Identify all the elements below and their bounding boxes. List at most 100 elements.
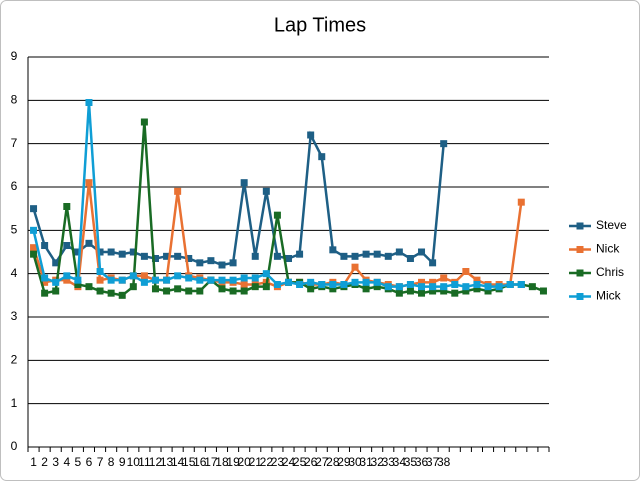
data-point — [174, 285, 182, 293]
data-point — [517, 281, 525, 288]
x-tick-label: 25 — [293, 455, 307, 469]
x-tick-label: 35 — [404, 455, 418, 469]
x-tick-label: 22 — [260, 455, 274, 469]
x-tick-label: 6 — [86, 455, 93, 469]
x-tick-label: 9 — [119, 455, 126, 469]
data-point — [340, 252, 348, 260]
data-point — [240, 274, 248, 282]
data-point — [74, 248, 82, 256]
data-point — [196, 287, 204, 295]
x-tick-label: 8 — [108, 455, 115, 469]
data-point — [262, 187, 270, 195]
x-tick-label: 30 — [348, 455, 362, 469]
data-point — [107, 289, 115, 297]
data-point — [440, 283, 448, 291]
data-point — [384, 252, 392, 260]
data-point — [429, 287, 437, 295]
chart-title: Lap Times — [274, 14, 366, 36]
data-point — [351, 252, 359, 260]
data-point — [63, 276, 71, 284]
data-point — [262, 283, 270, 291]
data-point — [418, 289, 426, 297]
data-point — [517, 198, 525, 206]
x-tick-label: 12 — [149, 455, 163, 469]
data-point — [307, 131, 315, 139]
data-point — [251, 283, 259, 291]
data-point — [307, 285, 315, 293]
data-point — [539, 287, 547, 295]
x-tick-label: 1 — [30, 455, 37, 469]
data-point — [63, 272, 71, 280]
x-tick-label: 14 — [171, 455, 185, 469]
data-point — [30, 226, 38, 234]
data-point — [362, 250, 370, 258]
data-point — [129, 248, 137, 256]
data-point — [285, 255, 292, 262]
data-point — [218, 261, 226, 269]
data-point — [30, 205, 38, 213]
y-tick-label: 9 — [11, 49, 18, 63]
data-point — [52, 278, 60, 286]
data-point — [406, 255, 414, 262]
data-point — [118, 250, 126, 258]
data-point — [118, 276, 126, 284]
data-point — [273, 211, 281, 219]
data-point — [462, 287, 470, 295]
data-point — [240, 179, 248, 187]
data-point — [96, 268, 104, 275]
x-tick-label: 20 — [237, 455, 251, 469]
data-point — [229, 259, 237, 267]
data-point — [418, 248, 426, 256]
data-point — [329, 285, 337, 293]
data-point — [429, 259, 437, 267]
data-point — [440, 287, 448, 295]
data-point — [418, 278, 426, 286]
data-point — [151, 255, 159, 262]
data-point — [473, 285, 481, 293]
legend-label: Chris — [596, 265, 624, 279]
data-point — [229, 287, 237, 295]
x-tick-label: 33 — [382, 455, 396, 469]
data-point — [340, 281, 348, 288]
x-tick-label: 36 — [415, 455, 429, 469]
x-tick-label: 10 — [127, 455, 141, 469]
data-point — [351, 278, 359, 286]
data-point — [373, 250, 381, 258]
data-point — [440, 140, 448, 148]
x-tick-label: 21 — [249, 455, 263, 469]
data-point — [495, 283, 503, 291]
data-point — [85, 99, 93, 106]
legend-label: Steve — [596, 218, 627, 232]
x-tick-label: 34 — [393, 455, 407, 469]
data-point — [207, 257, 215, 265]
data-point — [96, 287, 104, 295]
legend-label: Nick — [596, 242, 620, 256]
x-tick-label: 24 — [282, 455, 296, 469]
data-point — [528, 283, 536, 291]
data-point — [151, 276, 159, 284]
data-point — [318, 281, 326, 288]
x-tick-label: 16 — [193, 455, 207, 469]
data-point — [196, 259, 204, 267]
data-point — [63, 242, 71, 249]
data-point — [273, 281, 281, 288]
data-point — [85, 283, 93, 291]
data-point — [240, 281, 248, 288]
data-point — [296, 250, 304, 258]
data-point — [174, 187, 182, 195]
x-tick-label: 18 — [215, 455, 229, 469]
data-point — [429, 283, 437, 291]
data-point — [163, 276, 171, 284]
data-point — [63, 203, 71, 210]
data-point — [362, 278, 370, 286]
x-tick-label: 15 — [182, 455, 196, 469]
data-point — [118, 291, 126, 299]
data-point — [395, 289, 403, 297]
data-point — [140, 278, 148, 286]
data-point — [74, 281, 82, 288]
data-point — [240, 287, 248, 295]
x-tick-label: 7 — [97, 455, 104, 469]
data-point — [218, 276, 226, 284]
data-point — [451, 281, 459, 288]
